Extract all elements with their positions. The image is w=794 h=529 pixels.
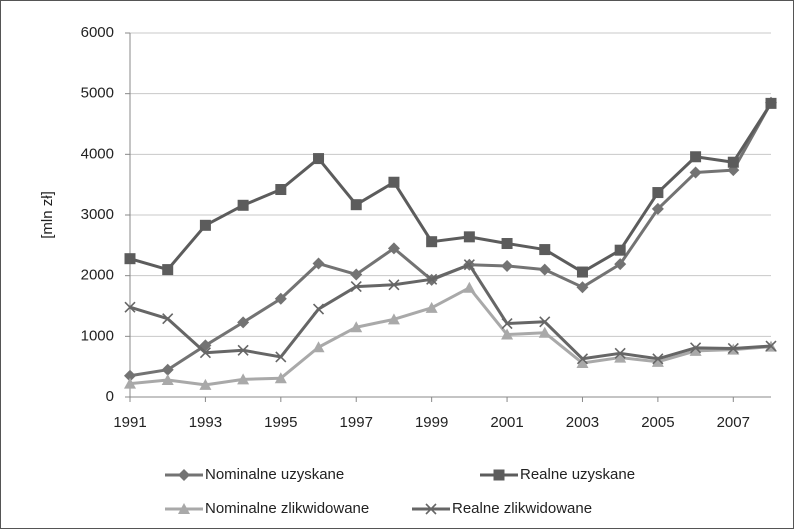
data-point [387, 242, 400, 255]
data-point [689, 166, 702, 179]
data-point [576, 353, 589, 365]
data-point [313, 153, 325, 165]
data-point [539, 316, 551, 328]
data-point [501, 238, 513, 250]
data-point [463, 259, 475, 271]
data-point [237, 373, 250, 385]
legend-label: Realne zlikwidowane [452, 500, 592, 517]
data-point [614, 347, 626, 359]
data-point [765, 97, 777, 109]
data-point [652, 353, 664, 365]
data-point [727, 342, 739, 355]
x-tick-label: 1991 [113, 414, 146, 431]
data-point [425, 301, 438, 313]
data-point [501, 328, 514, 340]
y-tick-label: 2000 [81, 267, 114, 284]
data-point [388, 176, 400, 188]
y-tick-label: 3000 [81, 206, 114, 223]
data-point [539, 244, 551, 256]
data-point [124, 253, 136, 265]
legend-label: Nominalne zlikwidowane [205, 500, 369, 517]
y-axis-label: [mln zł] [39, 191, 56, 239]
data-point [614, 351, 627, 363]
data-point [161, 374, 174, 386]
legend-marker [178, 503, 190, 514]
x-tick-label: 2001 [490, 414, 523, 431]
data-point [275, 351, 287, 363]
data-point [387, 313, 400, 325]
data-point [161, 363, 174, 376]
y-tick-label: 4000 [81, 145, 114, 162]
data-point [538, 263, 551, 276]
data-point [538, 326, 551, 338]
data-point [765, 340, 777, 352]
data-point [274, 292, 287, 305]
data-point [463, 281, 476, 293]
data-point [651, 355, 664, 367]
x-tick-label: 2007 [717, 414, 750, 431]
data-point [614, 244, 626, 256]
y-tick-label: 0 [106, 388, 114, 405]
data-point [576, 357, 589, 369]
data-point [576, 266, 588, 278]
data-point [350, 268, 363, 281]
y-tick-label: 1000 [81, 327, 114, 344]
data-point [274, 372, 287, 384]
data-point [237, 199, 249, 211]
x-tick-label: 1997 [340, 414, 373, 431]
series-line [129, 286, 772, 387]
y-tick-label: 5000 [81, 85, 114, 102]
data-point [199, 347, 211, 359]
x-tick-label: 1999 [415, 414, 448, 431]
series-line [129, 102, 773, 274]
data-point [124, 301, 136, 313]
data-point [690, 151, 702, 163]
legend-marker [178, 469, 190, 481]
data-point [124, 369, 136, 382]
data-point [463, 231, 475, 243]
data-point [576, 281, 589, 294]
data-point [199, 219, 211, 231]
data-point [426, 236, 438, 248]
data-point [124, 377, 136, 389]
data-point [727, 156, 739, 168]
x-tick-label: 2005 [641, 414, 674, 431]
data-point [652, 187, 664, 199]
data-point [350, 321, 363, 333]
data-point [501, 259, 514, 272]
legend-marker [425, 503, 437, 515]
data-point [237, 316, 250, 329]
data-point [350, 199, 362, 211]
data-point [162, 313, 174, 325]
data-point [162, 264, 174, 276]
data-point [501, 318, 513, 330]
legend-label: Realne uzyskane [520, 466, 635, 483]
data-point [388, 279, 400, 291]
data-point [312, 257, 325, 270]
data-point [690, 342, 702, 354]
data-point [312, 341, 325, 353]
data-point [689, 344, 702, 356]
data-point [614, 258, 627, 271]
series-line [129, 263, 772, 361]
legend-marker [493, 469, 505, 481]
data-point [651, 202, 664, 215]
x-tick-label: 1993 [189, 414, 222, 431]
data-point [199, 378, 212, 390]
data-point [237, 344, 249, 356]
data-point [275, 184, 287, 196]
x-tick-label: 2003 [566, 414, 599, 431]
legend-label: Nominalne uzyskane [205, 466, 344, 483]
y-tick-label: 6000 [81, 24, 114, 41]
data-point [350, 281, 362, 293]
x-tick-label: 1995 [264, 414, 297, 431]
data-point [426, 273, 438, 285]
data-point [312, 303, 325, 315]
